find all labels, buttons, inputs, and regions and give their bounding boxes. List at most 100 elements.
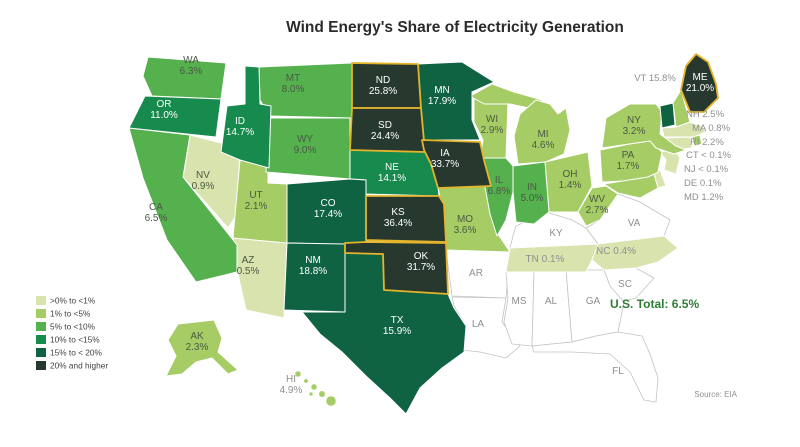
- legend-item: 15% to < 20%: [36, 348, 103, 358]
- state-label-VT: VT 15.8%: [634, 73, 676, 84]
- state-MI: [469, 83, 571, 165]
- state-label-CO: CO 17.4%: [314, 198, 342, 220]
- state-label-ME: ME 21.0%: [686, 72, 714, 94]
- legend-item: 5% to <10%: [36, 322, 96, 332]
- legend-label-4: 15% to < 20%: [50, 348, 103, 358]
- state-TN: [505, 243, 599, 273]
- state-label-UT: UT 2.1%: [245, 190, 268, 212]
- state-OK: [344, 241, 449, 295]
- state-label-MA: MA 0.8%: [692, 123, 731, 134]
- state-labels-layer: WA 6.3%OR 11.0% CA 6.5% NV 0.9% ID 14.7% MT 8.0% WY…: [145, 55, 732, 396]
- state-KS: [365, 195, 447, 243]
- state-label-KY: KY: [549, 228, 563, 239]
- legend-label-5: 20% and higher: [50, 361, 108, 371]
- state-label-IN: IN 5.0%: [521, 182, 544, 204]
- state-MD: [603, 173, 659, 199]
- state-label-FL: FL: [612, 366, 624, 377]
- state-label-AK: AK 2.3%: [186, 331, 209, 353]
- state-RI: [691, 134, 703, 147]
- state-label-IL: IL 6.8%: [488, 175, 511, 197]
- legend-swatch-2: [36, 322, 46, 331]
- state-NH: [672, 89, 691, 128]
- state-NY: [601, 103, 687, 155]
- legend-item: 20% and higher: [36, 361, 108, 371]
- state-label-ID: ID 14.7%: [226, 116, 254, 138]
- state-IA: [421, 139, 492, 189]
- state-label-NY: NY 3.2%: [623, 115, 646, 137]
- state-label-NV: NV 0.9%: [192, 170, 215, 192]
- state-label-NC: NC 0.4%: [596, 246, 636, 257]
- legend-label-1: 1% to <5%: [50, 309, 91, 319]
- state-NC: [591, 235, 679, 271]
- chart-title: Wind Energy's Share of Electricity Gener…: [286, 19, 624, 36]
- states-layer: [128, 53, 719, 415]
- state-label-AL: AL: [545, 296, 558, 307]
- state-label-TN: TN 0.1%: [526, 254, 565, 265]
- state-label-DE: DE 0.1%: [684, 178, 722, 189]
- source-note: Source: EIA: [694, 390, 737, 399]
- legend-swatch-1: [36, 309, 46, 318]
- state-label-MI: MI 4.6%: [532, 129, 555, 151]
- state-label-CT: CT < 0.1%: [686, 150, 732, 161]
- state-label-GA: GA: [586, 296, 601, 307]
- state-label-TX: TX 15.9%: [383, 315, 411, 337]
- state-ID: [220, 65, 272, 169]
- state-IL: [482, 157, 514, 237]
- state-CA: [128, 127, 238, 283]
- legend-item: 1% to <5%: [36, 309, 91, 319]
- state-label-ND: ND 25.8%: [369, 75, 397, 97]
- us-total-label: U.S. Total: 6.5%: [610, 297, 699, 311]
- state-label-HI: HI 4.9%: [280, 374, 303, 396]
- state-label-OH: OH 1.4%: [559, 169, 582, 191]
- state-label-OK: OK 31.7%: [407, 251, 435, 273]
- state-label-VA: VA: [628, 218, 641, 229]
- state-label-MT: MT 8.0%: [282, 73, 305, 95]
- legend: >0% to <1% 1% to <5% 5% to <10% 10% to <15%…: [36, 296, 108, 371]
- state-label-PA: PA 1.7%: [617, 150, 640, 172]
- state-label-WV: WV 2.7%: [586, 194, 609, 216]
- state-label-WI: WI 2.9%: [481, 114, 504, 136]
- legend-item: 10% to <15%: [36, 335, 100, 345]
- state-AZ: [232, 237, 288, 319]
- state-AK: [165, 319, 239, 377]
- state-NM: [283, 242, 346, 313]
- state-HI: [294, 370, 337, 407]
- state-label-SC: SC: [618, 279, 632, 290]
- state-AL: [531, 269, 573, 347]
- state-label-WA: WA 6.3%: [180, 55, 203, 77]
- legend-label-3: 10% to <15%: [50, 335, 100, 345]
- state-label-CA: CA 6.5%: [145, 202, 168, 224]
- state-MT: [258, 62, 353, 119]
- state-label-MS: MS: [512, 296, 527, 307]
- state-OR: [128, 95, 222, 138]
- legend-label-2: 5% to <10%: [50, 322, 96, 332]
- legend-label-0: >0% to <1%: [50, 296, 96, 306]
- state-VT: [659, 102, 676, 129]
- state-label-NM: NM 18.8%: [299, 255, 327, 277]
- state-label-RI: RI 2.2%: [690, 137, 724, 148]
- state-label-MN: MN 17.9%: [428, 85, 456, 107]
- state-FL: [531, 331, 659, 403]
- state-label-WY: WY 9.0%: [294, 134, 317, 156]
- state-label-IA: IA 33.7%: [431, 148, 459, 170]
- state-label-OR: OR 11.0%: [150, 99, 178, 121]
- state-label-MD: MD 1.2%: [684, 192, 724, 203]
- state-IN: [512, 161, 550, 225]
- legend-item: >0% to <1%: [36, 296, 96, 306]
- legend-swatch-3: [36, 335, 46, 344]
- state-ME: [680, 53, 719, 113]
- state-label-SD: SD 24.4%: [371, 120, 399, 142]
- legend-swatch-0: [36, 296, 46, 305]
- state-label-NE: NE 14.1%: [378, 162, 406, 184]
- state-WV: [577, 185, 619, 227]
- state-label-MO: MO 3.6%: [454, 214, 477, 236]
- state-LA: [451, 296, 521, 359]
- state-label-KS: KS 36.4%: [384, 207, 412, 229]
- state-MS: [503, 271, 535, 347]
- state-label-NJ: NJ < 0.1%: [684, 164, 729, 175]
- legend-swatch-4: [36, 348, 46, 357]
- state-label-AZ: AZ 0.5%: [237, 255, 260, 277]
